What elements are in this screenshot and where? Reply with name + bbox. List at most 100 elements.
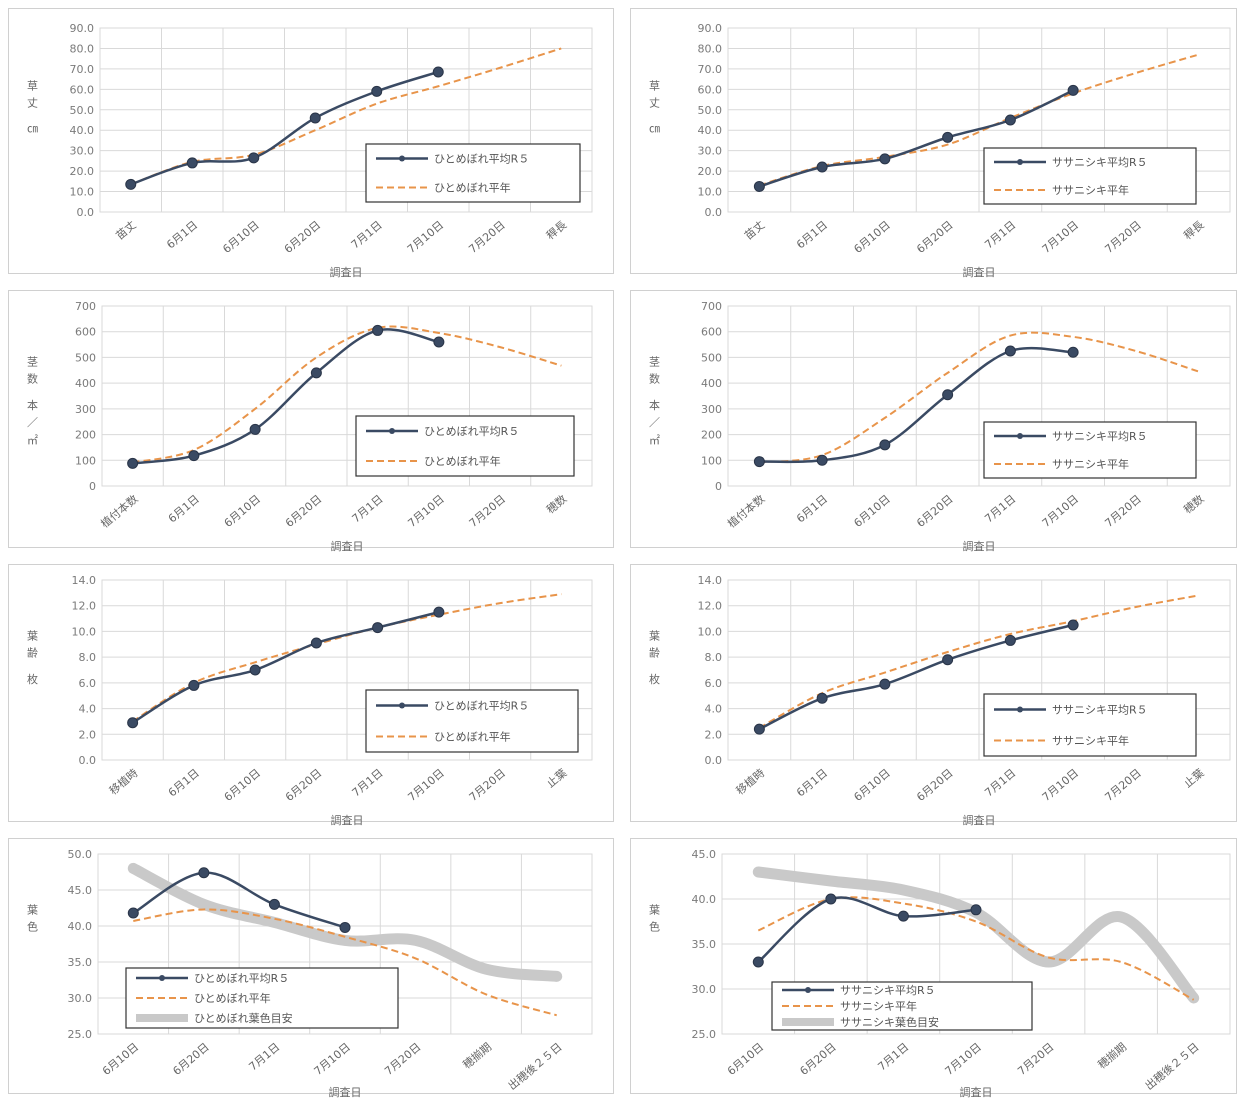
series-point-measured <box>310 367 322 379</box>
y-axis-title: 草丈 ㎝ <box>26 80 39 141</box>
legend-label: ササニシキ平均R５ <box>840 984 936 997</box>
y-tick-label: 700 <box>75 300 96 313</box>
y-tick-label: 45.0 <box>68 884 93 897</box>
y-tick-label: 600 <box>701 326 722 339</box>
series-point-measured <box>942 654 954 666</box>
y-tick-label: 2.0 <box>705 728 723 741</box>
legend: ひとめぼれ平均R５ ひとめぼれ平年 <box>355 415 575 477</box>
y-tick-label: 30.0 <box>692 983 717 996</box>
legend-label: ササニシキ平年 <box>1052 457 1129 471</box>
series-line-measured <box>757 896 977 963</box>
chart-panel-1: 0.0 10.0 20.0 30.0 40.0 50.0 60.0 70.0 80.0 90.0 苗… <box>0 0 622 282</box>
y-tick-label: 300 <box>701 403 722 416</box>
y-tick-label: 0 <box>715 480 722 493</box>
y-tick-label: 500 <box>701 351 722 364</box>
y-axis-title: 葉色 <box>648 903 661 938</box>
y-tick-label: 60.0 <box>698 83 723 96</box>
y-tick-label: 70.0 <box>698 63 723 76</box>
series-point-measured <box>310 637 322 649</box>
y-tick-label: 70.0 <box>70 63 95 76</box>
x-axis-title: 調査日 <box>331 539 364 553</box>
x-axis-title: 調査日 <box>329 1085 362 1099</box>
chart-panel-5: 0.0 2.0 4.0 6.0 8.0 10.0 12.0 14.0 移植時 6月1日 6月10日 6… <box>0 556 622 830</box>
y-axis-title: 茎数 本／㎡ <box>26 356 39 451</box>
y-tick-label: 90.0 <box>698 22 723 35</box>
legend-swatch-marker <box>1017 159 1023 165</box>
y-tick-label: 20.0 <box>698 165 723 178</box>
y-tick-label: 12.0 <box>72 600 97 613</box>
y-tick-label: 10.0 <box>72 625 97 638</box>
series-point-measured <box>249 423 261 435</box>
chart-panel-2: 0.0 10.0 20.0 30.0 40.0 50.0 60.0 70.0 80.0 90.0 苗… <box>622 0 1245 282</box>
series-line-normal <box>759 331 1199 464</box>
x-axis-title: 調査日 <box>963 539 996 553</box>
y-tick-label: 100 <box>75 454 96 467</box>
legend: ひとめぼれ平均R５ ひとめぼれ平年 <box>365 143 581 203</box>
series-point-measured <box>942 389 954 401</box>
series-point-measured <box>753 456 765 468</box>
series-line-measured <box>130 70 439 186</box>
legend-label: ひとめぼれ平均R５ <box>424 425 519 438</box>
legend-label: ササニシキ平年 <box>1052 734 1129 748</box>
series-point-measured <box>752 956 764 968</box>
legend-box <box>983 147 1197 205</box>
legend-label: ササニシキ平年 <box>1052 183 1129 197</box>
series-point-measured <box>125 178 137 190</box>
series-point-measured <box>433 336 445 348</box>
series-point-measured <box>127 457 139 469</box>
series-line-target <box>127 862 563 982</box>
chart-panel-3: 0 100 200 300 400 500 600 700 植付本数 6月1日 6月10日 6月20日… <box>0 282 622 556</box>
x-axis-title: 調査日 <box>960 1085 993 1099</box>
legend-box <box>365 689 579 753</box>
y-tick-label: 4.0 <box>705 703 723 716</box>
series-point-measured <box>879 153 891 165</box>
y-tick-label: 80.0 <box>70 42 95 55</box>
legend-swatch-marker <box>389 428 395 434</box>
series-point-measured <box>825 893 837 905</box>
legend-label: ひとめぼれ平均R５ <box>434 700 529 713</box>
legend-box <box>983 421 1197 479</box>
y-tick-label: 40.0 <box>70 124 95 137</box>
chart-svg: 0.010.020.030.040.050.060.070.080.090.0苗… <box>8 8 614 279</box>
series-point-measured <box>970 904 982 916</box>
series-point-measured <box>188 679 200 691</box>
legend-label: ササニシキ平年 <box>840 999 917 1013</box>
legend-label: ササニシキ平均R５ <box>1052 704 1148 717</box>
y-tick-label: 50.0 <box>68 848 93 861</box>
series-point-measured <box>1004 114 1016 126</box>
y-tick-label: 80.0 <box>698 42 723 55</box>
y-axis-title: 草丈 ㎝ <box>648 80 661 141</box>
series-point-measured <box>432 66 444 78</box>
y-tick-label: 20.0 <box>70 165 95 178</box>
y-tick-label: 0.0 <box>705 206 723 219</box>
series-point-measured <box>372 324 384 336</box>
legend-box <box>365 143 581 203</box>
chart-svg: 0.010.020.030.040.050.060.070.080.090.0苗… <box>630 8 1237 279</box>
series-point-measured <box>753 180 765 192</box>
y-tick-label: 0.0 <box>79 754 97 767</box>
y-tick-label: 6.0 <box>705 677 723 690</box>
legend-swatch-marker <box>399 155 405 162</box>
legend-label: ササニシキ平均R５ <box>1052 156 1148 169</box>
legend-label: ササニシキ葉色目安 <box>840 1015 939 1029</box>
series-point-measured <box>127 907 139 919</box>
series-point-measured <box>897 910 909 922</box>
legend-label: ひとめぼれ平年 <box>434 730 511 744</box>
legend-label: ひとめぼれ平年 <box>424 454 501 468</box>
y-tick-label: 40.0 <box>698 124 723 137</box>
y-tick-label: 6.0 <box>79 677 97 690</box>
legend: ササニシキ平均R５ ササニシキ平年 <box>983 693 1197 757</box>
chart-panel-4: 0 100 200 300 400 500 600 700 植付本数 6月1日 6月10日 6月20日… <box>622 282 1245 556</box>
series-point-measured <box>753 723 765 735</box>
x-axis-title: 調査日 <box>331 813 364 827</box>
series-point-measured <box>1004 345 1016 357</box>
y-tick-label: 25.0 <box>68 1028 93 1041</box>
y-tick-label: 0 <box>89 480 96 493</box>
y-tick-label: 50.0 <box>698 104 723 117</box>
y-tick-label: 40.0 <box>692 893 717 906</box>
series-point-measured <box>816 161 828 173</box>
